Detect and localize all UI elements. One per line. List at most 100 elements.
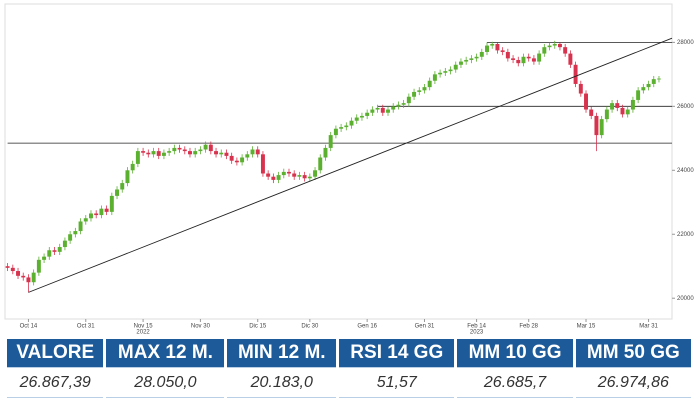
candle-body — [599, 119, 604, 136]
candle-body — [276, 175, 281, 180]
candle-body — [479, 51, 484, 57]
x-year-label: 2023 — [470, 330, 484, 336]
candle-body — [594, 115, 599, 136]
candle-body — [21, 275, 26, 278]
candle-body — [380, 107, 385, 113]
candle-body — [234, 160, 239, 163]
candle-body — [198, 149, 203, 152]
trend-line — [28, 37, 673, 293]
candle-body — [214, 151, 219, 155]
candle-body — [250, 149, 255, 155]
candle-body — [255, 149, 260, 155]
candle-body — [240, 157, 245, 163]
candle-body — [641, 87, 646, 91]
candle-body — [636, 90, 641, 100]
candle-body — [36, 259, 41, 273]
candle-body — [156, 151, 161, 156]
header-cell: MAX 12 M. — [106, 339, 225, 367]
candle-body — [141, 151, 146, 153]
candle-body — [287, 171, 291, 174]
candle-body — [584, 93, 588, 110]
candle-body — [135, 151, 140, 164]
candle-body — [490, 43, 495, 46]
candle-body — [68, 234, 73, 241]
candle-body — [552, 43, 557, 46]
candle-body — [578, 83, 583, 94]
candle-body — [339, 127, 344, 129]
candle-body — [182, 149, 187, 152]
x-tick-label: Nov 30 — [191, 324, 211, 330]
candle-body — [615, 103, 620, 108]
candle-body — [365, 112, 370, 116]
candle-body — [469, 58, 474, 60]
candle-body — [386, 109, 390, 113]
candle-body — [375, 107, 380, 110]
candle-body — [427, 80, 432, 88]
candle-body — [292, 173, 297, 177]
candle-body — [349, 120, 354, 126]
candle-body — [57, 247, 62, 252]
candle-body — [604, 109, 609, 120]
value-cell: 28.050,0 — [106, 367, 225, 398]
candle-body — [417, 90, 422, 92]
candle-body — [391, 106, 396, 110]
candle-body — [610, 103, 615, 110]
candle-body — [359, 115, 364, 118]
candle-body — [401, 103, 406, 105]
candle-body — [344, 125, 349, 128]
candle-body — [5, 266, 10, 268]
candle-body — [109, 195, 114, 212]
value-cell: 26.974,86 — [575, 367, 691, 398]
candle-body — [328, 135, 333, 148]
candle-body — [297, 175, 302, 177]
candle-body — [646, 83, 651, 88]
value-cell: 26.685,7 — [457, 367, 573, 398]
candle-body — [396, 104, 401, 107]
x-tick-label: Oct 14 — [20, 324, 38, 330]
x-year-label: 2022 — [136, 330, 150, 336]
candle-body — [323, 147, 328, 158]
y-tick-label: 28000 — [677, 40, 694, 46]
candle-body — [333, 128, 338, 136]
candle-body — [281, 171, 286, 176]
candle-body — [563, 47, 568, 54]
candle-body — [177, 147, 182, 150]
candle-body — [422, 87, 427, 91]
candle-body — [245, 154, 250, 158]
candle-body — [167, 151, 172, 153]
candle-body — [115, 189, 120, 196]
candle-body — [229, 155, 234, 161]
candle-body — [42, 256, 47, 260]
candle-body — [521, 56, 526, 64]
candle-body — [16, 271, 21, 276]
x-tick-label: Dic 15 — [249, 324, 267, 330]
value-cell: 20.183,0 — [227, 367, 337, 398]
candle-body — [271, 176, 276, 180]
candle-body — [10, 267, 15, 272]
candle-body — [500, 50, 505, 52]
candle-body — [188, 151, 192, 155]
y-tick-label: 26000 — [677, 104, 694, 110]
candle-body — [318, 157, 323, 171]
candle-body — [26, 277, 31, 283]
candle-body — [625, 109, 630, 115]
header-row: VALORE MAX 12 M. MIN 12 M. RSI 14 GG MM 10 G… — [7, 339, 691, 367]
header-cell: MM 10 GG — [457, 339, 573, 367]
candle-body — [589, 109, 594, 116]
candle-body — [208, 144, 213, 152]
candle-body — [104, 208, 109, 212]
candle-body — [485, 45, 489, 52]
candle-body — [62, 240, 67, 248]
candle-body — [516, 59, 521, 64]
candle-body — [73, 231, 78, 235]
chart: 20000 22000 24000 26000 28000 Oct 14 Oct 31 Nov… — [4, 3, 694, 336]
candle-body — [83, 218, 88, 222]
candle-body — [125, 170, 130, 184]
candle-body — [172, 147, 177, 152]
candle-body — [307, 176, 312, 179]
candle-body — [260, 154, 265, 174]
y-tick-label: 20000 — [677, 296, 694, 302]
header-cell: MM 50 GG — [575, 339, 691, 367]
candle-body — [151, 151, 156, 155]
candle-body — [620, 107, 625, 115]
